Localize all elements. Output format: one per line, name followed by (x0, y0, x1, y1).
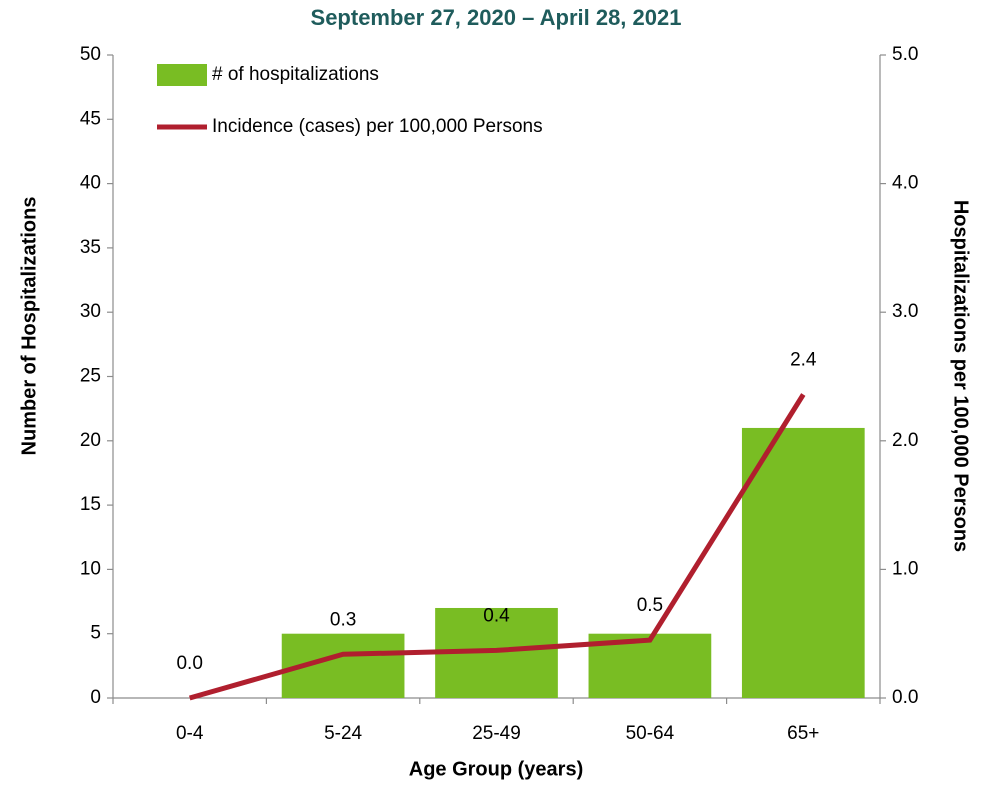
y-tick-label: 45 (80, 108, 101, 129)
y2-tick-label: 3.0 (892, 301, 918, 322)
x-axis-label: Age Group (years) (409, 758, 583, 780)
x-tick-label: 50-64 (626, 723, 675, 744)
data-label: 0.4 (483, 605, 510, 626)
x-tick-label: 25-49 (472, 723, 521, 744)
y-tick-label: 15 (80, 494, 101, 515)
legend-swatch (157, 64, 207, 86)
y2-tick-label: 5.0 (892, 44, 918, 65)
x-tick-label: 65+ (787, 723, 819, 744)
y-tick-label: 50 (80, 44, 101, 65)
line (189, 393, 806, 701)
y-tick-label: 35 (80, 237, 101, 258)
y-tick-label: 30 (80, 301, 101, 322)
y2-tick-label: 2.0 (892, 430, 918, 451)
data-label: 0.5 (637, 595, 663, 616)
y2-tick-label: 0.0 (892, 687, 918, 708)
y-tick-label: 0 (90, 687, 101, 708)
data-label: 0.3 (330, 609, 356, 630)
y-tick-label: 5 (90, 623, 101, 644)
legend-label: Incidence (cases) per 100,000 Persons (212, 116, 543, 137)
y2-axis-label: Hospitalizations per 100,000 Persons (950, 200, 972, 552)
y-tick-label: 40 (80, 173, 101, 194)
legend-label: # of hospitalizations (212, 64, 379, 85)
y-axis-label: Number of Hospitalizations (18, 197, 40, 456)
x-tick-label: 5-24 (324, 723, 362, 744)
y2-tick-label: 1.0 (892, 558, 918, 579)
data-label: 0.0 (176, 653, 202, 674)
y-tick-label: 20 (80, 430, 101, 451)
data-label: 2.4 (790, 350, 817, 371)
x-tick-label: 0-4 (176, 723, 204, 744)
y-tick-label: 10 (80, 558, 101, 579)
chart-title: September 27, 2020 – April 28, 2021 (311, 5, 682, 30)
bar (741, 427, 865, 698)
y2-tick-label: 4.0 (892, 173, 918, 194)
y-tick-label: 25 (80, 366, 101, 387)
